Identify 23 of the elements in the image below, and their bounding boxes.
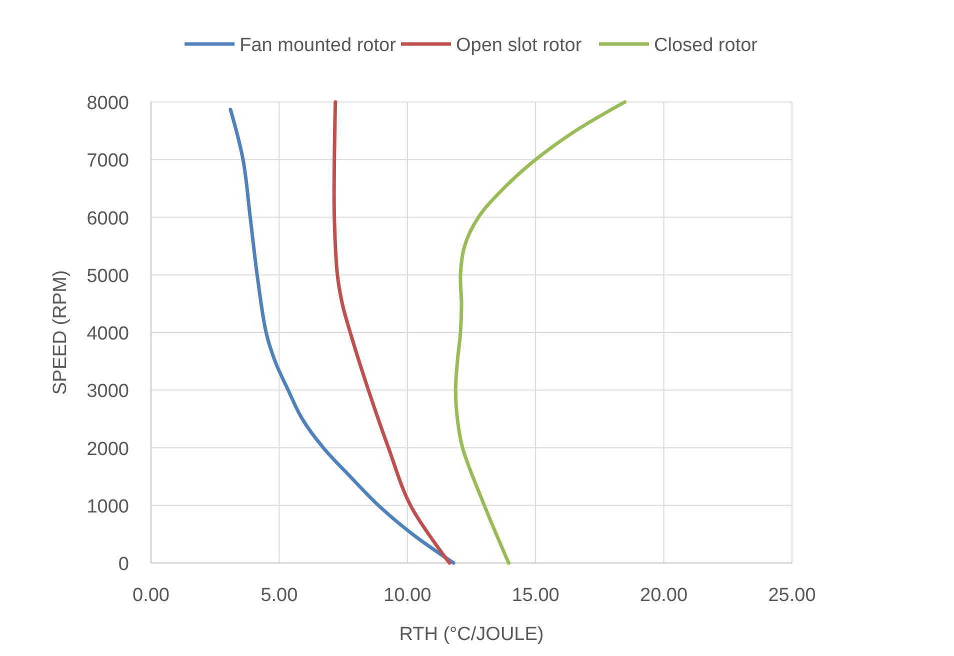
- y-tick-label: 7000: [86, 150, 129, 172]
- y-tick-label: 3000: [86, 381, 129, 402]
- x-tick-label: 0.00: [132, 585, 170, 606]
- line-series: [454, 100, 627, 565]
- y-tick-label: 8000: [86, 93, 129, 114]
- y-axis-title: SPEED (RPM): [50, 270, 71, 395]
- y-tick-label: 4000: [86, 324, 129, 344]
- x-axis-title: RTH (°C/JOULE): [399, 624, 544, 645]
- y-tick-label: 1000: [86, 496, 129, 518]
- legend-label: Fan mounted rotor: [240, 35, 397, 56]
- x-tick-label: 20.00: [640, 585, 688, 606]
- y-tick-label: 6000: [86, 208, 129, 230]
- y-tick-label: 5000: [86, 266, 129, 287]
- y-tick-label: 2000: [86, 438, 129, 460]
- x-tick-label: 10.00: [384, 585, 432, 606]
- y-tick-label: 0: [118, 554, 129, 575]
- legend-label: Open slot rotor: [456, 35, 582, 56]
- legend-label: Closed rotor: [654, 35, 758, 56]
- x-tick-label: 25.00: [768, 585, 816, 606]
- line-series: [332, 100, 452, 565]
- x-tick-label: 5.00: [260, 585, 298, 606]
- line-series: [228, 108, 456, 565]
- x-tick-label: 15.00: [512, 585, 560, 606]
